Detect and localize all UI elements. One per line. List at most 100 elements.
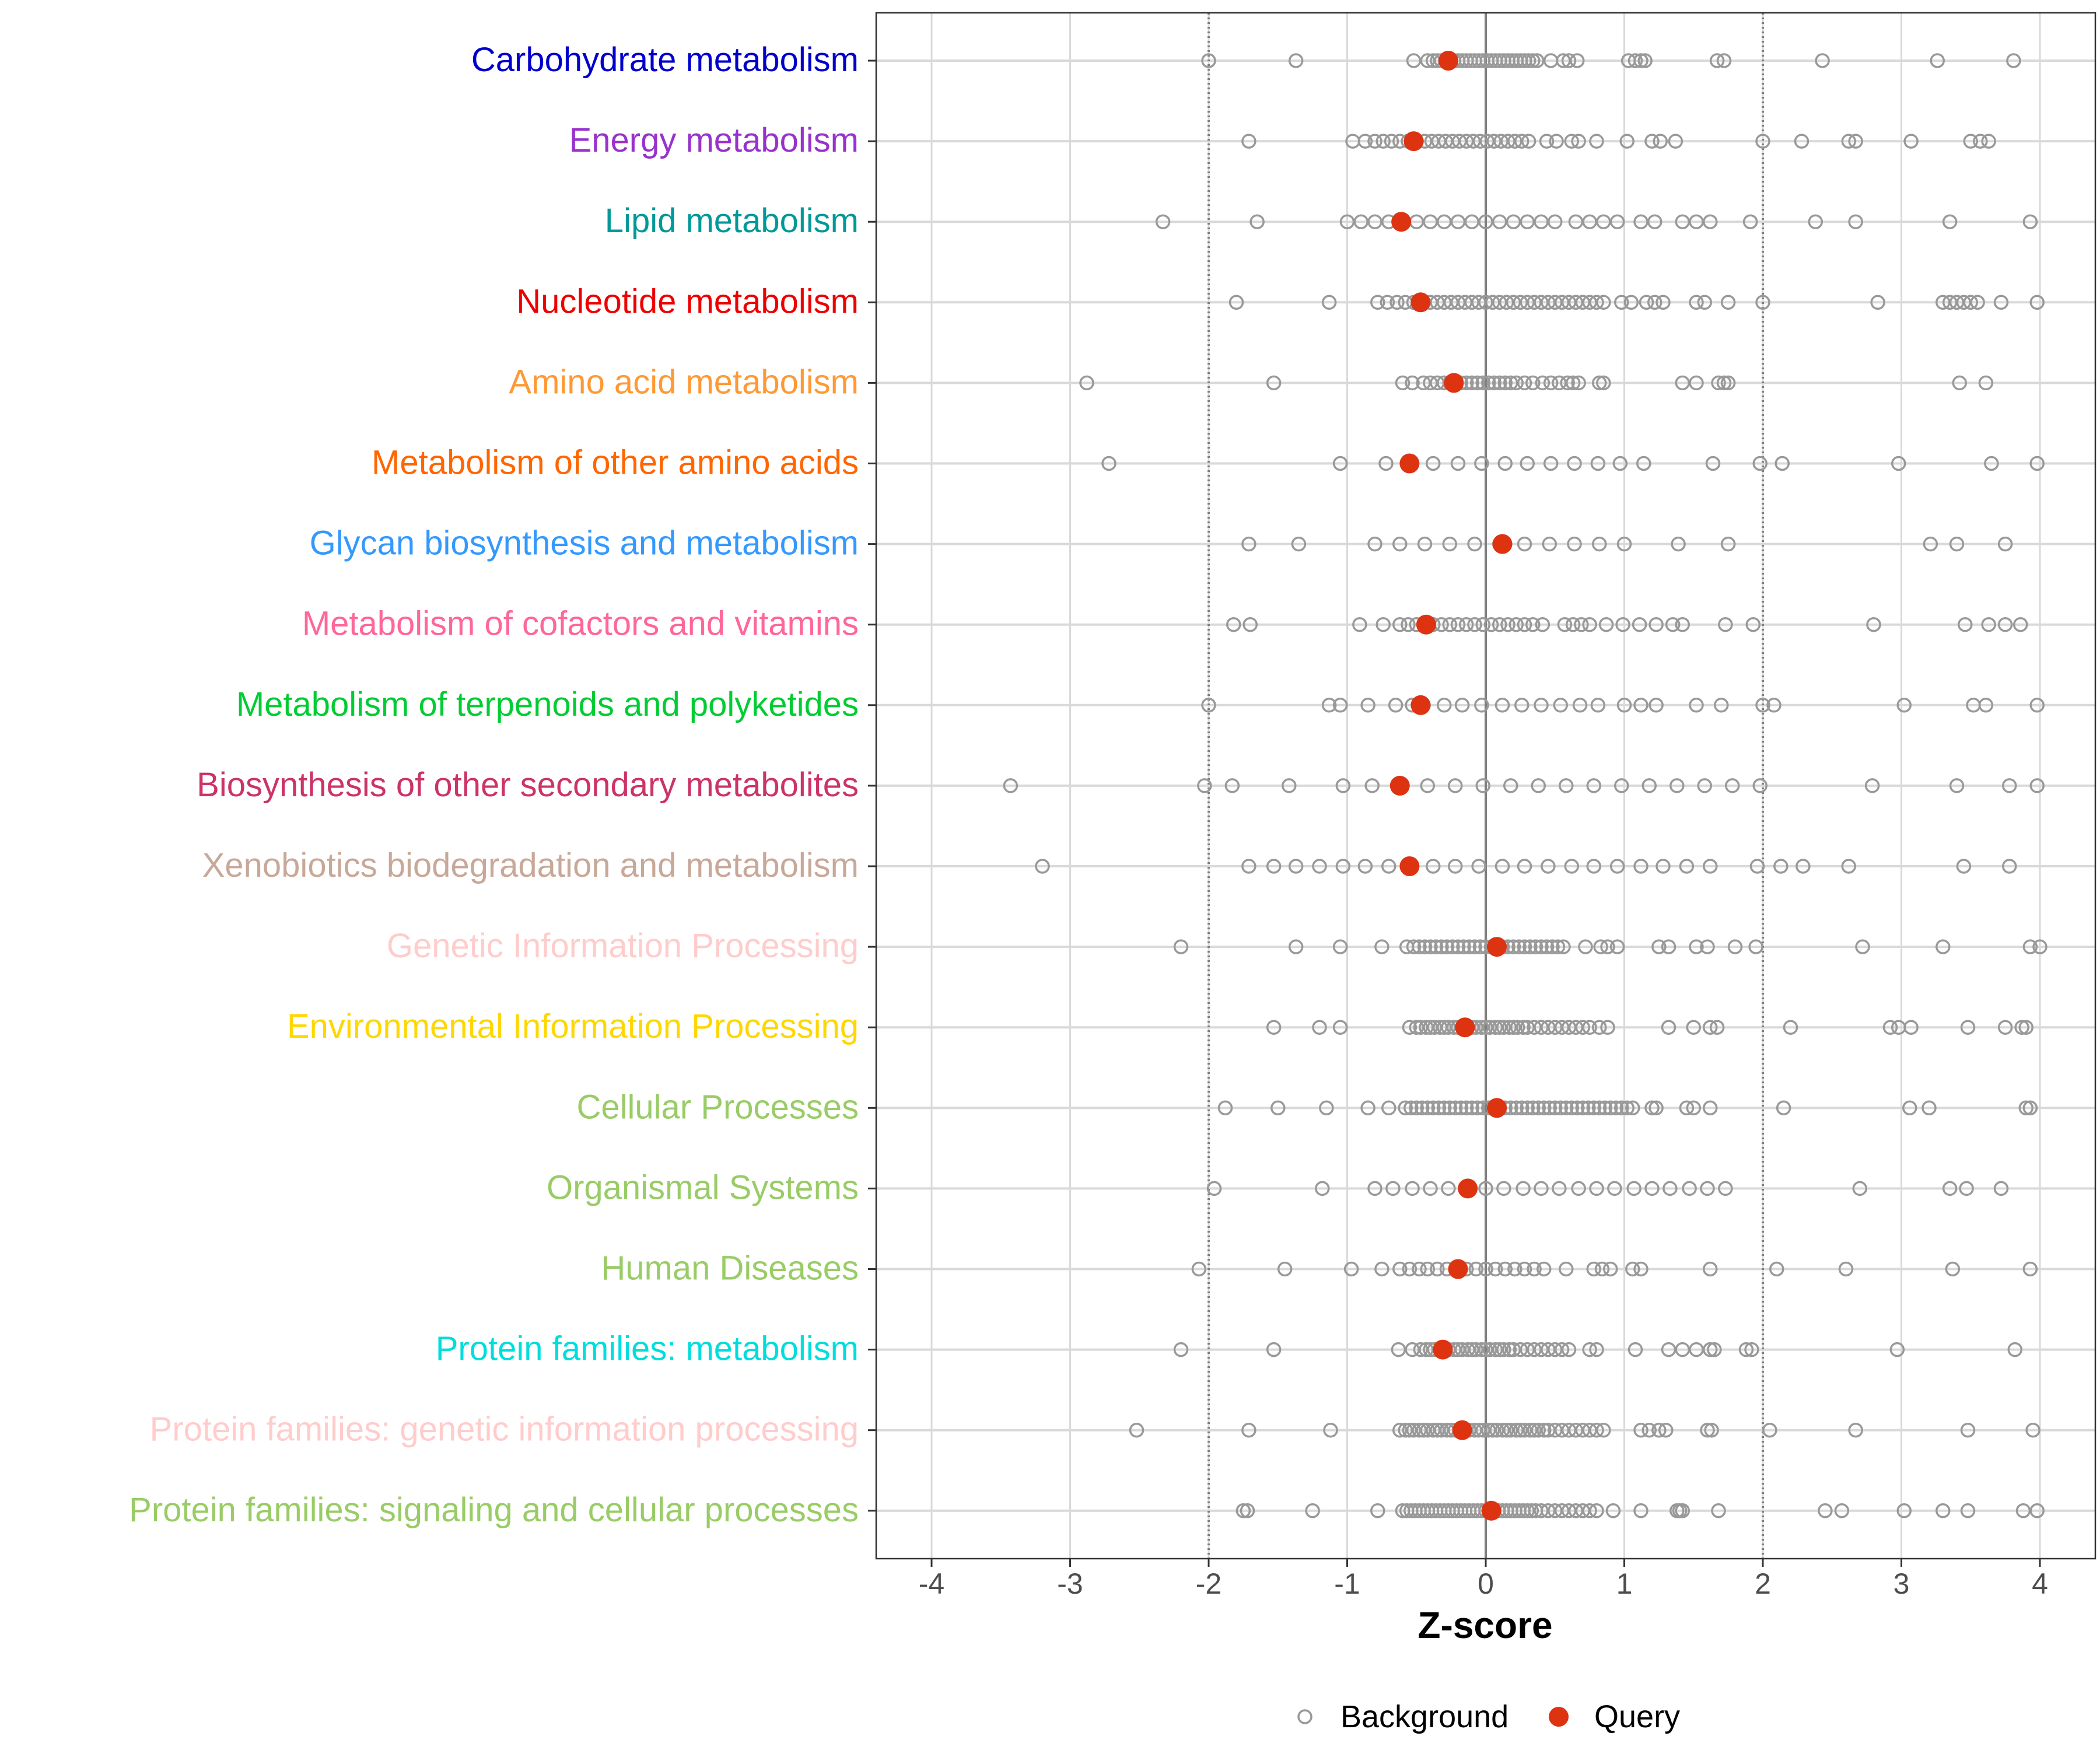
background-point [1101,456,1116,471]
background-point [1993,295,2009,310]
background-point [1367,134,1382,149]
background-point [1586,1261,1601,1277]
category-label: Protein families: genetic information pr… [150,1410,859,1448]
background-point [1155,214,1171,229]
background-point [1539,939,1555,954]
background-point [1553,1100,1568,1116]
background-point [1581,1100,1596,1116]
background-point [1922,1100,1937,1116]
category-label: Energy metabolism [569,121,859,159]
background-point [1510,1020,1525,1035]
background-point [1525,53,1541,68]
background-point [1614,778,1629,793]
background-point [1332,1020,1348,1035]
background-point [1561,53,1577,68]
background-point [1319,1100,1334,1116]
background-point [1535,375,1550,391]
background-point [1648,617,1664,632]
background-point [1984,456,1999,471]
x-tick-label: 0 [1478,1567,1494,1600]
background-point [1542,1100,1557,1116]
legend-query-marker [1549,1707,1569,1727]
background-point [1815,53,1830,68]
category-label: Amino acid metabolism [509,363,859,401]
reference-lines [1208,13,1764,1559]
background-point [1848,214,1863,229]
background-point [1335,778,1351,793]
category-label: Metabolism of terpenoids and polyketides [236,685,859,723]
background-point [1619,134,1634,149]
background-point [1644,1100,1660,1116]
background-point [1670,778,1685,793]
background-point [1459,1100,1474,1116]
background-point [1936,1503,1951,1518]
background-point [1201,53,1216,68]
query-point [1399,453,1420,474]
background-point [1388,698,1404,713]
background-point [1241,536,1256,552]
background-point [2022,1261,2038,1277]
background-point [1557,617,1573,632]
background-point [1525,1100,1541,1116]
background-point [1600,939,1615,954]
background-point [2025,1422,2041,1438]
background-point [1406,939,1422,954]
background-point [1600,1020,1615,1035]
background-point [1471,859,1486,874]
background-point [1626,1181,1642,1196]
background-point [1648,698,1664,713]
background-point [1534,1181,1549,1196]
background-point [1616,698,1632,713]
background-point [1270,1100,1286,1116]
background-point [1633,53,1648,68]
x-tick-label: 4 [2032,1567,2048,1600]
background-point [1609,939,1625,954]
background-point [1450,456,1466,471]
background-point [1592,375,1607,391]
background-point [1398,1100,1413,1116]
x-tick-label: 2 [1755,1567,1771,1600]
background-point [1282,778,1297,793]
background-point [1520,456,1535,471]
background-point [1431,1100,1446,1116]
background-point [1475,617,1490,632]
background-point [1528,939,1544,954]
background-point [1496,1342,1511,1357]
query-point [1390,775,1410,796]
query-point [1458,1178,1478,1199]
background-point [2022,1100,2038,1116]
background-point [1420,778,1435,793]
background-point [1548,214,1563,229]
background-point [1288,859,1304,874]
background-point [1755,698,1770,713]
background-point [1612,456,1628,471]
query-point [1448,1259,1468,1279]
background-point [1642,1422,1657,1438]
background-point [1434,939,1449,954]
background-point [1564,859,1579,874]
background-point [1450,939,1466,954]
background-point [1381,1100,1396,1116]
background-point [1474,698,1489,713]
background-point [1662,1181,1678,1196]
background-point [1703,1342,1718,1357]
category-label: Environmental Information Processing [287,1007,859,1045]
background-point [1607,1181,1622,1196]
x-tick-label: -2 [1196,1567,1222,1600]
background-point [1378,456,1394,471]
background-point [1467,536,1482,552]
background-point [1616,536,1632,552]
background-point [1442,1100,1457,1116]
x-tick-label: 3 [1894,1567,1910,1600]
background-point [1703,859,1718,874]
background-point [1841,859,1856,874]
background-point [1370,295,1385,310]
background-point [1197,778,1212,793]
background-point [1241,859,1256,874]
background-point [1497,1261,1513,1277]
x-tick-label: 1 [1616,1567,1633,1600]
background-point [1891,456,1906,471]
background-point [1437,698,1452,713]
background-point [1703,214,1718,229]
background-point [1392,617,1408,632]
